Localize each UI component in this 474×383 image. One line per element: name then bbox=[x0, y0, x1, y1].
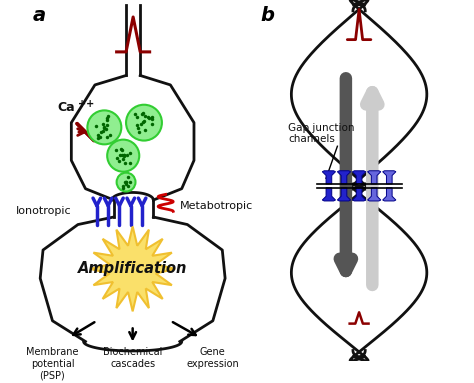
Text: Amplification: Amplification bbox=[78, 261, 187, 277]
Polygon shape bbox=[337, 171, 351, 184]
Text: Ionotropic: Ionotropic bbox=[16, 206, 71, 216]
Text: Gap junction
channels: Gap junction channels bbox=[288, 123, 355, 144]
Text: b: b bbox=[260, 6, 274, 25]
Circle shape bbox=[126, 105, 162, 141]
Text: a: a bbox=[33, 6, 46, 25]
Text: Gene
expression: Gene expression bbox=[186, 347, 239, 369]
Polygon shape bbox=[383, 171, 396, 184]
Polygon shape bbox=[353, 171, 366, 184]
Circle shape bbox=[107, 140, 139, 172]
Polygon shape bbox=[353, 188, 366, 201]
Polygon shape bbox=[322, 171, 336, 184]
Polygon shape bbox=[367, 188, 381, 201]
Polygon shape bbox=[322, 188, 336, 201]
Text: Metabotropic: Metabotropic bbox=[180, 201, 253, 211]
Polygon shape bbox=[383, 188, 396, 201]
Polygon shape bbox=[367, 171, 381, 184]
Circle shape bbox=[87, 110, 121, 144]
Text: Membrane
potential
(PSP): Membrane potential (PSP) bbox=[26, 347, 79, 380]
Text: Ca: Ca bbox=[58, 101, 75, 115]
Text: ++: ++ bbox=[78, 98, 94, 109]
Polygon shape bbox=[337, 188, 351, 201]
Polygon shape bbox=[90, 226, 175, 311]
Text: Biochemical
cascades: Biochemical cascades bbox=[103, 347, 163, 369]
Circle shape bbox=[117, 173, 136, 192]
